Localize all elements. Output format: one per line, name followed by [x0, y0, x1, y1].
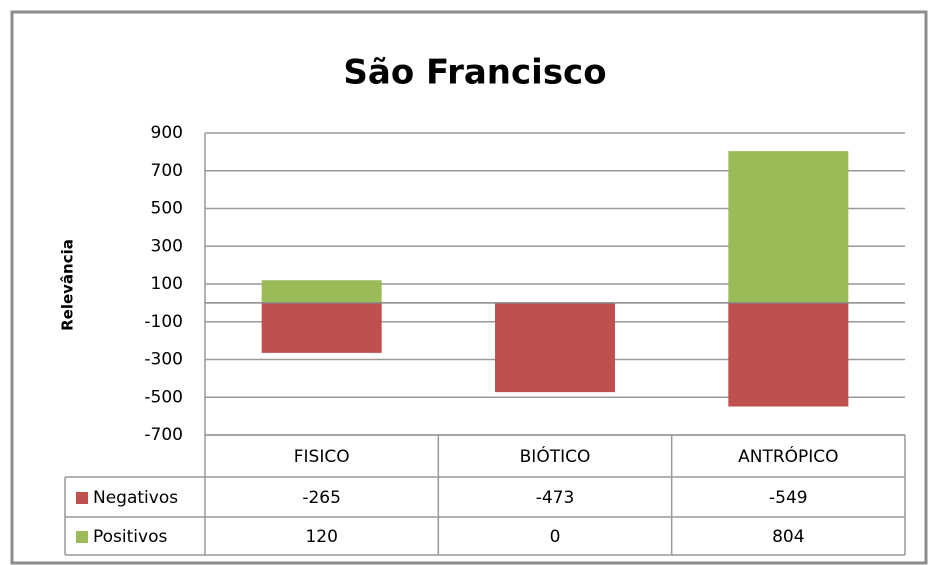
legend-key	[76, 531, 88, 543]
y-tick-label: -300	[144, 350, 183, 370]
bar	[728, 302, 849, 407]
y-tick-label: -100	[144, 312, 183, 332]
chart-title: São Francisco	[343, 53, 606, 93]
bar	[261, 280, 382, 303]
table-value: -473	[536, 488, 575, 508]
y-tick-label: 900	[151, 123, 183, 143]
y-axis-label: Relevância	[59, 239, 77, 331]
y-tick-label: 500	[151, 199, 183, 219]
bar	[261, 302, 382, 353]
y-tick-label: 700	[151, 161, 183, 181]
table-value: 0	[550, 527, 561, 547]
legend-label: Negativos	[93, 488, 178, 508]
table-value: -549	[769, 488, 808, 508]
x-tick-label: ANTRÓPICO	[738, 445, 838, 467]
y-tick-label: 300	[151, 236, 183, 256]
x-tick-label: FISICO	[294, 447, 350, 467]
legend-label: Positivos	[93, 527, 167, 547]
table-value: -265	[302, 488, 341, 508]
y-tick-label: -700	[144, 425, 183, 445]
table-value: 804	[772, 527, 804, 547]
table-value: 120	[305, 527, 337, 547]
bar	[495, 302, 615, 393]
y-tick-label: 100	[151, 274, 183, 294]
x-tick-label: BIÓTICO	[520, 445, 591, 467]
y-tick-label: -500	[144, 387, 183, 407]
bar	[728, 151, 849, 303]
legend-key	[76, 492, 88, 504]
